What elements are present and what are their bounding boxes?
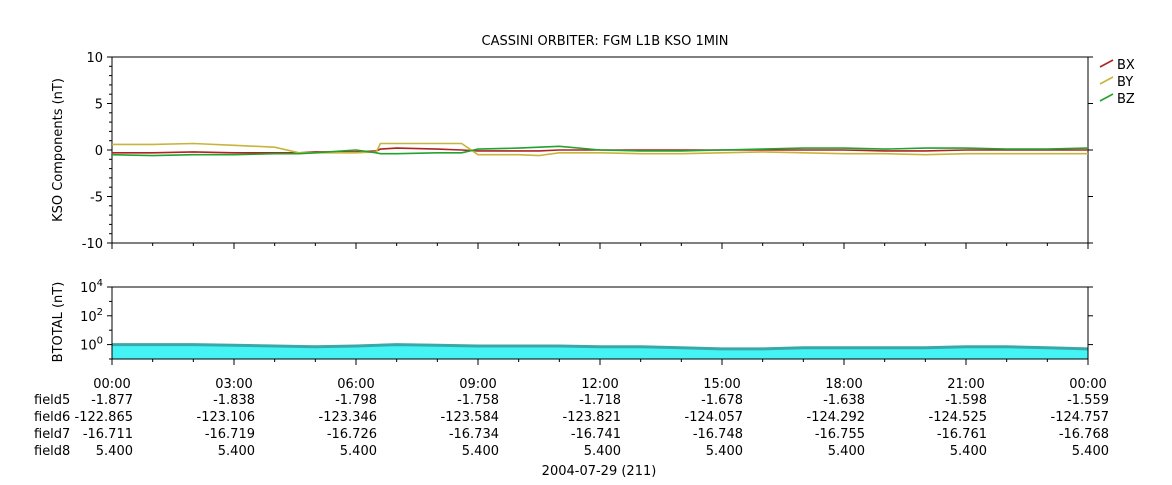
series-bx-line (112, 147, 1088, 154)
ephemeris-value: -124.292 (807, 410, 865, 425)
ephemeris-row-label: field7 (34, 427, 70, 442)
ephemeris-value: 5.400 (584, 444, 621, 459)
ephemeris-value: -124.057 (685, 410, 743, 425)
legend-swatch (1099, 59, 1114, 68)
x-tick-label: 09:00 (459, 377, 496, 392)
ephemeris-value: 5.400 (706, 444, 743, 459)
legend-swatch (1099, 76, 1114, 85)
x-tick-label: 00:00 (93, 377, 130, 392)
ephemeris-row-label: field8 (34, 444, 70, 459)
y-tick-label: 102 (80, 307, 103, 325)
ephemeris-value: 5.400 (828, 444, 865, 459)
y-tick-label: 0 (95, 144, 103, 159)
ephemeris-value: -16.711 (83, 427, 133, 442)
ephemeris-value: 5.400 (340, 444, 377, 459)
ephemeris-value: -1.758 (457, 393, 499, 408)
ephemeris-value: 5.400 (950, 444, 987, 459)
y-tick-label: 104 (80, 278, 103, 296)
x-tick-label: 03:00 (215, 377, 252, 392)
btotal-line (112, 343, 1089, 351)
y-tick-label: -10 (82, 237, 103, 252)
legend-entry: BX (1117, 58, 1135, 73)
time-axis: 00:00 03:00 06:00 09:00 12:00 15:00 18:00 21:00… (34, 377, 1109, 459)
ephemeris-value: -16.741 (571, 427, 621, 442)
ephemeris-value: 5.400 (462, 444, 499, 459)
y-tick-label: 5 (95, 98, 103, 113)
x-tick-label: 18:00 (825, 377, 862, 392)
y-axis-label: KSO Components (nT) (51, 78, 66, 222)
ephemeris-value: -1.598 (945, 393, 987, 408)
ephemeris-value: -123.821 (563, 410, 621, 425)
ephemeris-value: -1.559 (1067, 393, 1109, 408)
ephemeris-value: -123.106 (197, 410, 255, 425)
components-panel: 10 5 0 -5 -10 KSO Components (nT) BX BY BZ (51, 51, 1135, 252)
y-tick-label: 10 (86, 51, 103, 66)
ephemeris-value: -16.755 (815, 427, 865, 442)
ephemeris-value: -16.748 (693, 427, 743, 442)
x-tick-label: 21:00 (947, 377, 984, 392)
series-bz-line (111, 145, 1089, 157)
ephemeris-value: -1.678 (701, 393, 743, 408)
ephemeris-value: -124.525 (929, 410, 987, 425)
ephemeris-value: 5.400 (96, 444, 133, 459)
y-axis-label: BTOTAL (nT) (51, 282, 66, 363)
ephemeris-value: -1.838 (213, 393, 255, 408)
ephemeris-row-label: field5 (34, 393, 70, 408)
series-by-line (112, 142, 1088, 157)
x-tick-label: 15:00 (703, 377, 740, 392)
x-tick-label: 06:00 (337, 377, 374, 392)
ephemeris-value: -16.726 (327, 427, 377, 442)
ephemeris-value: -16.734 (449, 427, 499, 442)
ephemeris-value: -123.346 (319, 410, 377, 425)
ephemeris-value: -16.719 (205, 427, 255, 442)
legend-entry: BZ (1117, 92, 1135, 107)
ephemeris-value: -1.798 (335, 393, 377, 408)
ephemeris-value: -1.877 (91, 393, 133, 408)
ephemeris-value: -123.584 (441, 410, 499, 425)
ephemeris-value: -16.761 (937, 427, 987, 442)
btotal-panel: 104 102 100 BTOTAL (nT) (51, 278, 1093, 365)
ephemeris-row-label: field6 (34, 410, 70, 425)
date-label: 2004-07-29 (211) (542, 464, 657, 479)
ephemeris-value: -1.718 (579, 393, 621, 408)
ephemeris-value: -122.865 (75, 410, 133, 425)
chart-title: CASSINI ORBITER: FGM L1B KSO 1MIN (482, 34, 729, 49)
x-tick-label: 12:00 (581, 377, 618, 392)
ephemeris-value: 5.400 (1072, 444, 1109, 459)
legend-entry: BY (1117, 75, 1133, 90)
ephemeris-value: 5.400 (218, 444, 255, 459)
ephemeris-value: -1.638 (823, 393, 865, 408)
y-tick-label: 100 (80, 336, 103, 354)
ephemeris-value: -16.768 (1059, 427, 1109, 442)
ephemeris-value: -124.757 (1051, 410, 1109, 425)
legend: BX BY BZ (1099, 58, 1135, 107)
x-tick-label: 00:00 (1069, 377, 1106, 392)
legend-swatch (1099, 93, 1114, 102)
y-tick-label: -5 (90, 191, 103, 206)
